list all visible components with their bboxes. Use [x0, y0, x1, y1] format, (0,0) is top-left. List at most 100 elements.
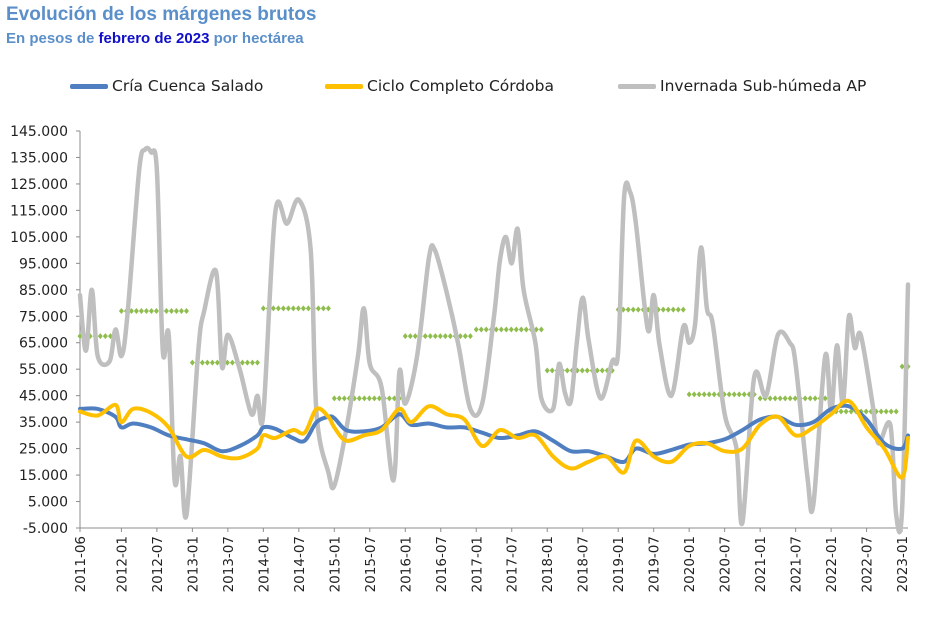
y-tick-label: 135.000: [10, 150, 68, 166]
legend-label-cria: Cría Cuenca Salado: [112, 77, 264, 95]
average-marker: [285, 305, 291, 312]
chart-subtitle: En pesos de febrero de 2023 por hectárea: [6, 30, 304, 47]
average-marker: [508, 326, 514, 333]
x-tick-label: 2021-01: [753, 536, 769, 592]
average-marker: [437, 333, 443, 340]
average-marker: [204, 359, 210, 366]
average-marker: [341, 395, 347, 402]
average-marker: [579, 367, 585, 374]
y-axis: 145.000 135.000 125.000 115.000 105.000 95.00…: [10, 124, 81, 537]
average-marker: [599, 367, 605, 374]
average-marker: [447, 333, 453, 340]
average-marker: [675, 306, 681, 313]
y-tick-label: 25.000: [19, 442, 68, 458]
average-marker: [290, 305, 296, 312]
average-marker: [376, 395, 382, 402]
average-marker: [189, 359, 195, 366]
average-marker: [843, 408, 849, 415]
average-marker: [706, 391, 712, 398]
average-marker: [888, 408, 894, 415]
average-marker: [802, 395, 808, 402]
y-tick-label: 95.000: [19, 256, 68, 272]
x-tick-label: 2022-07: [860, 536, 876, 592]
legend-label-ciclo: Ciclo Completo Córdoba: [367, 77, 555, 95]
average-marker: [427, 333, 433, 340]
average-segment: [544, 367, 615, 374]
y-tick-label: 85.000: [19, 283, 68, 299]
average-marker: [138, 307, 144, 314]
average-marker: [412, 333, 418, 340]
chart-legend: Cría Cuenca Salado Ciclo Completo Córdob…: [0, 77, 942, 101]
y-tick-label: -5.000: [23, 521, 68, 537]
x-tick-label: 2021-07: [789, 536, 805, 592]
y-tick-label: 15.000: [19, 468, 68, 484]
average-marker: [711, 391, 717, 398]
average-marker: [772, 395, 778, 402]
average-marker: [118, 307, 124, 314]
average-marker: [538, 326, 544, 333]
legend-item-ciclo: Ciclo Completo Córdoba: [325, 77, 554, 95]
average-marker: [691, 391, 697, 398]
subtitle-suffix: por hectárea: [209, 30, 304, 47]
legend-item-invernada: Invernada Sub-húmeda AP: [618, 77, 866, 95]
series-line-ciclo: [78, 398, 910, 480]
average-marker: [168, 307, 174, 314]
average-marker: [371, 395, 377, 402]
average-marker: [838, 408, 844, 415]
y-tick-label: 115.000: [10, 203, 68, 219]
average-marker: [178, 307, 184, 314]
average-marker: [807, 395, 813, 402]
average-marker: [777, 395, 783, 402]
average-marker: [518, 326, 524, 333]
average-segment: [828, 408, 899, 415]
x-tick-label: 2014-07: [292, 536, 308, 592]
average-marker: [386, 395, 392, 402]
average-marker: [102, 333, 108, 340]
x-tick-label: 2019-07: [647, 536, 663, 592]
average-marker: [148, 307, 154, 314]
x-tick-label: 2013-07: [221, 536, 237, 592]
y-tick-label: 45.000: [19, 389, 68, 405]
x-tick-label: 2023-01: [895, 536, 911, 592]
average-segment: [118, 307, 189, 314]
average-marker: [402, 333, 408, 340]
average-marker: [270, 305, 276, 312]
average-marker: [229, 359, 235, 366]
average-marker: [280, 305, 286, 312]
average-marker: [625, 306, 631, 313]
y-tick-label: 105.000: [10, 230, 68, 246]
average-marker: [493, 326, 499, 333]
average-marker: [143, 307, 149, 314]
average-marker: [584, 367, 590, 374]
average-marker: [498, 326, 504, 333]
average-marker: [893, 408, 899, 415]
x-tick-label: 2016-07: [434, 536, 450, 592]
y-tick-label: 35.000: [19, 415, 68, 431]
average-marker: [822, 395, 828, 402]
average-marker: [812, 395, 818, 402]
average-marker: [275, 305, 281, 312]
average-marker: [863, 408, 869, 415]
average-marker: [407, 333, 413, 340]
average-marker: [153, 307, 159, 314]
x-tick-label: 2019-01: [611, 536, 627, 592]
average-marker: [736, 391, 742, 398]
average-marker: [422, 333, 428, 340]
average-marker: [366, 395, 372, 402]
average-marker: [249, 359, 255, 366]
average-marker: [239, 359, 245, 366]
average-marker: [660, 306, 666, 313]
average-marker: [701, 391, 707, 398]
average-marker: [254, 359, 260, 366]
average-marker: [295, 305, 301, 312]
x-tick-label: 2018-01: [540, 536, 556, 592]
average-marker: [467, 333, 473, 340]
average-marker: [757, 395, 763, 402]
legend-label-invernada: Invernada Sub-húmeda AP: [660, 77, 867, 95]
average-marker: [244, 359, 250, 366]
x-axis: 2011-06 2012-01 2012-07 2013-01 2013-07 2014-…: [73, 527, 911, 592]
average-marker: [549, 367, 555, 374]
average-marker: [442, 333, 448, 340]
average-marker: [320, 305, 326, 312]
